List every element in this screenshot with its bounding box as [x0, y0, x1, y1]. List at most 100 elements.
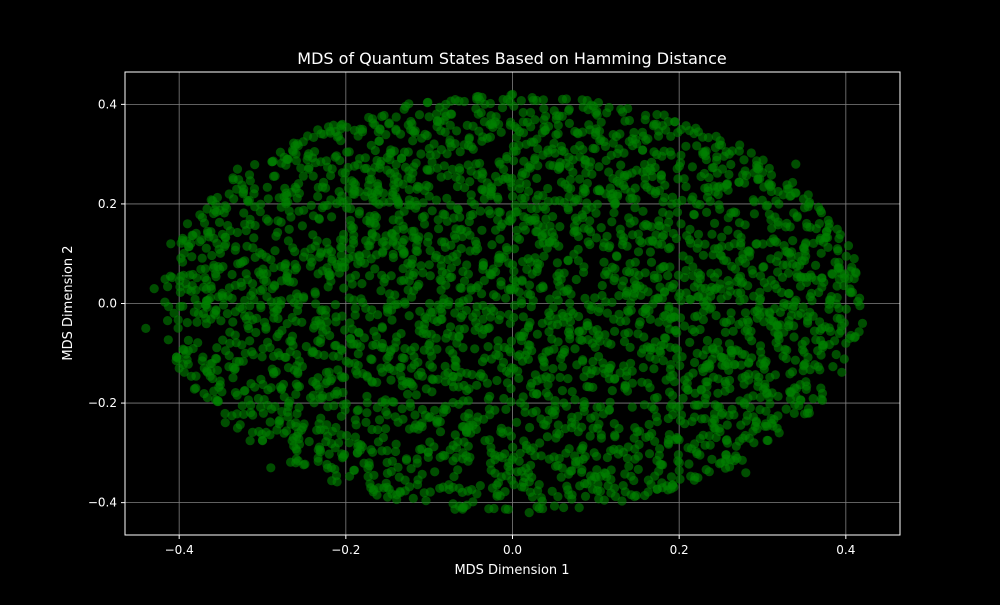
scatter-point [678, 393, 688, 403]
scatter-point [795, 281, 806, 291]
scatter-point [841, 304, 851, 314]
x-tick-label: −0.4 [165, 543, 194, 557]
scatter-point [397, 244, 407, 254]
scatter-point [516, 296, 526, 306]
scatter-point [201, 243, 211, 253]
scatter-point [663, 117, 673, 127]
scatter-point [489, 306, 499, 316]
scatter-point [384, 197, 394, 207]
scatter-point [468, 121, 478, 131]
scatter-point [816, 383, 826, 393]
scatter-point [590, 130, 601, 140]
scatter-point [256, 374, 266, 384]
scatter-point [620, 381, 631, 391]
scatter-point [334, 187, 344, 197]
scatter-point [267, 284, 277, 294]
scatter-point [633, 464, 643, 474]
scatter-point [641, 432, 651, 442]
scatter-point [676, 150, 686, 160]
scatter-point [163, 316, 173, 326]
scatter-point [464, 421, 474, 431]
scatter-point [600, 270, 610, 280]
scatter-point [436, 126, 446, 136]
scatter-point [323, 402, 333, 412]
scatter-point [788, 236, 798, 246]
scatter-point [322, 237, 332, 247]
scatter-point [746, 148, 756, 158]
scatter-point [832, 244, 843, 254]
scatter-point [308, 376, 318, 387]
scatter-point [726, 159, 736, 170]
scatter-point [764, 163, 774, 173]
scatter-point [696, 385, 707, 395]
scatter-point [508, 141, 518, 151]
scatter-point [800, 246, 810, 256]
scatter-point [660, 333, 670, 343]
scatter-point [439, 404, 449, 414]
scatter-point [657, 483, 668, 493]
scatter-point [310, 287, 320, 297]
scatter-point [624, 461, 634, 471]
scatter-point [519, 327, 530, 337]
scatter-point [764, 392, 774, 402]
scatter-point [412, 184, 422, 194]
scatter-point [574, 174, 585, 184]
scatter-point [497, 253, 507, 264]
chart-title: MDS of Quantum States Based on Hamming D… [297, 49, 726, 68]
scatter-point [723, 359, 733, 369]
scatter-point [497, 103, 508, 113]
scatter-point [805, 292, 815, 302]
scatter-point [195, 210, 205, 220]
scatter-point [388, 237, 398, 247]
scatter-point [463, 486, 473, 496]
scatter-point [283, 236, 293, 246]
scatter-point [331, 422, 341, 433]
scatter-point [425, 246, 435, 256]
scatter-point [717, 232, 727, 242]
scatter-point [559, 502, 569, 513]
scatter-point [518, 312, 528, 322]
scatter-point [337, 243, 347, 253]
scatter-point [773, 321, 783, 331]
scatter-point [656, 348, 666, 358]
scatter-point [261, 252, 271, 262]
scatter-point [308, 211, 319, 221]
scatter-point [372, 403, 382, 413]
scatter-point [485, 98, 495, 109]
scatter-point [569, 227, 579, 237]
scatter-point [605, 397, 615, 407]
scatter-point [344, 438, 354, 448]
scatter-point [291, 156, 301, 166]
scatter-point [542, 432, 553, 442]
scatter-point [350, 186, 360, 196]
scatter-point [478, 314, 488, 324]
scatter-point [435, 427, 446, 437]
scatter-point [173, 323, 183, 333]
scatter-point [592, 451, 602, 461]
scatter-point [592, 402, 602, 412]
scatter-point [316, 319, 326, 329]
scatter-point [713, 374, 723, 384]
scatter-point [221, 346, 231, 356]
scatter-point [443, 170, 453, 181]
scatter-point [462, 385, 472, 396]
scatter-point [674, 401, 684, 411]
scatter-point [573, 256, 584, 266]
scatter-point [323, 162, 333, 172]
scatter-point [222, 309, 232, 319]
scatter-point [493, 215, 503, 225]
scatter-point [391, 337, 401, 347]
scatter-point [445, 120, 455, 130]
scatter-point [304, 436, 314, 447]
scatter-point [693, 229, 704, 239]
scatter-point [364, 112, 374, 123]
scatter-point [175, 276, 185, 286]
scatter-point [571, 274, 581, 285]
scatter-point [465, 230, 475, 240]
scatter-point [232, 409, 242, 419]
scatter-point [496, 127, 506, 137]
scatter-point [687, 162, 698, 172]
scatter-point [448, 456, 458, 466]
scatter-point [570, 344, 580, 354]
scatter-point [438, 298, 448, 308]
